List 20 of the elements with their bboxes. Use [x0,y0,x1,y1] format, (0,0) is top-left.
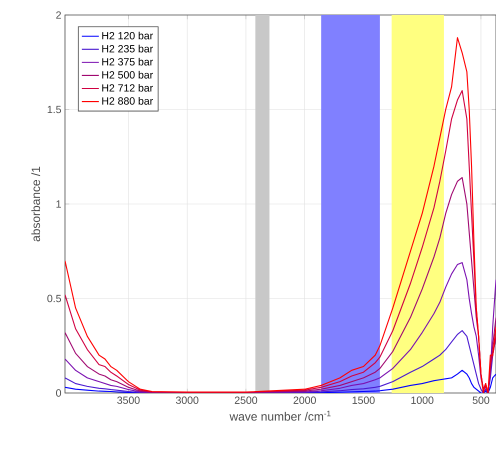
x-tick-label: 2500 [234,396,258,404]
x-tick-label: 3500 [117,396,140,404]
x-tick-label: 500 [472,396,490,404]
x-axis-title: wave number /cm$^{-1}$ [230,410,331,421]
y-tick-label: 0.5 [47,294,62,302]
y-tick-label: 1 [56,200,61,208]
legend-label: H2 712 bar [102,84,153,92]
legend-label: H2 120 bar [102,32,153,40]
x-tick-label: 2000 [294,396,316,404]
x-tick-label: 1000 [411,396,434,404]
y-tick-label: 2 [56,11,61,19]
x-tick-label: 1500 [352,396,375,404]
y-axis-title: absorbance /1 [31,166,40,242]
legend-label: H2 235 bar [102,44,153,52]
y-tick-label: 1.5 [48,106,62,114]
legend-label: H2 375 bar [102,58,153,66]
y-tick-label: 0 [56,389,62,397]
legend-label: H2 500 bar [102,70,153,79]
legend-label: H2 880 bar [102,97,153,105]
x-tick-label: 3000 [176,396,198,404]
